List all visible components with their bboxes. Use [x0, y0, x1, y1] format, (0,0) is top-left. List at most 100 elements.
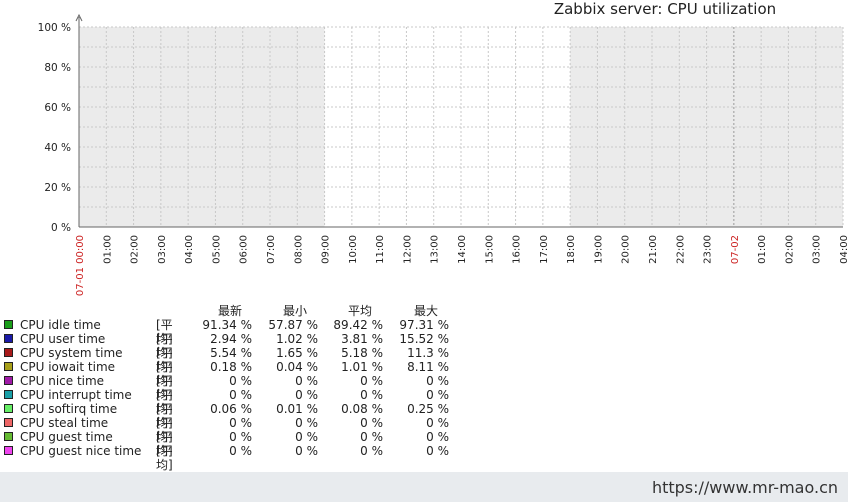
x-tick-label: 22:00: [675, 235, 686, 264]
legend-function: [平均]: [156, 416, 173, 444]
legend-function: [平均]: [156, 430, 173, 458]
legend-min: 0 %: [295, 388, 318, 402]
x-tick-label: 17:00: [539, 235, 550, 264]
x-tick-label: 07-01 00:00: [75, 235, 86, 296]
legend-avg: 0 %: [360, 374, 383, 388]
legend-last: 91.34 %: [202, 318, 252, 332]
x-tick-label: 12:00: [402, 235, 413, 264]
x-tick-label: 02:00: [784, 235, 795, 264]
legend-last: 5.54 %: [210, 346, 252, 360]
legend-max: 0 %: [426, 416, 449, 430]
legend-function: [平均]: [156, 318, 173, 346]
legend-avg: 0 %: [360, 444, 383, 458]
x-tick-label: 23:00: [703, 235, 714, 264]
x-tick-label: 19:00: [593, 235, 604, 264]
y-tick-label: 80 %: [44, 62, 71, 74]
legend-function: [平均]: [156, 402, 173, 430]
legend-series-name: CPU guest nice time: [20, 444, 142, 458]
x-tick-label: 03:00: [812, 235, 823, 264]
legend-max: 11.3 %: [407, 346, 449, 360]
chart-area: 100 % 80 % 60 % 40 % 20 % 0 % 07-01 00:00 01:00…: [38, 0, 848, 296]
legend-series-name: CPU system time: [20, 346, 123, 360]
legend-function: [平均]: [156, 388, 173, 416]
legend-header-min: 最小: [282, 304, 307, 318]
legend-max: 97.31 %: [399, 318, 449, 332]
x-tick-label: 07-02: [730, 235, 741, 264]
legend-avg: 5.18 %: [341, 346, 383, 360]
legend-series-name: CPU nice time: [20, 374, 105, 388]
footer-url: https://www.mr-mao.cn: [651, 478, 838, 497]
legend-swatch: [4, 432, 13, 441]
legend-swatch: [4, 348, 13, 357]
y-tick-label: 0 %: [51, 222, 71, 234]
legend-max: 8.11 %: [407, 360, 449, 374]
legend-max: 0 %: [426, 430, 449, 444]
x-tick-label: 20:00: [621, 235, 632, 264]
legend-series-name: CPU iowait time: [20, 360, 116, 374]
legend-min: 57.87 %: [268, 318, 318, 332]
x-tick-label: 01:00: [757, 235, 768, 264]
x-tick-label: 05:00: [211, 235, 222, 264]
cpu-chart: 100 % 80 % 60 % 40 % 20 % 0 % 07-01 00:00 01:00…: [38, 13, 848, 296]
legend-max: 0 %: [426, 388, 449, 402]
legend-swatch: [4, 418, 13, 427]
legend-function: [平均]: [156, 360, 173, 388]
legend-swatch: [4, 376, 13, 385]
legend-last: 0.18 %: [210, 360, 252, 374]
legend-max: 0 %: [426, 444, 449, 458]
legend-min: 0 %: [295, 444, 318, 458]
x-tick-label: 11:00: [375, 235, 386, 264]
x-tick-label: 18:00: [566, 235, 577, 264]
legend-swatch: [4, 334, 13, 343]
legend-function: [平均]: [156, 332, 173, 360]
x-tick-label: 15:00: [484, 235, 495, 264]
legend-last: 0.06 %: [210, 402, 252, 416]
legend-max: 15.52 %: [399, 332, 449, 346]
legend-avg: 0 %: [360, 416, 383, 430]
legend-avg: 0 %: [360, 388, 383, 402]
legend-last: 0 %: [229, 388, 252, 402]
legend-swatch: [4, 390, 13, 399]
legend-min: 1.02 %: [276, 332, 318, 346]
x-tick-label: 04:00: [839, 235, 848, 264]
chart-title: Zabbix server: CPU utilization: [553, 0, 777, 18]
legend-function: [平均]: [156, 346, 173, 374]
legend-min: 1.65 %: [276, 346, 318, 360]
legend-last: 0 %: [229, 416, 252, 430]
legend-min: 0.04 %: [276, 360, 318, 374]
legend-min: 0 %: [295, 416, 318, 430]
x-tick-label: 04:00: [184, 235, 195, 264]
x-tick-label: 13:00: [430, 235, 441, 264]
legend-series-name: CPU user time: [20, 332, 106, 346]
legend-swatch: [4, 446, 13, 455]
legend-last: 0 %: [229, 374, 252, 388]
legend-series-name: CPU idle time: [20, 318, 101, 332]
legend-series-name: CPU steal time: [20, 416, 109, 430]
legend-header-avg: 平均: [347, 304, 372, 318]
legend-min: 0.01 %: [276, 402, 318, 416]
x-tick-label: 02:00: [130, 235, 141, 264]
legend-series-name: CPU guest time: [20, 430, 113, 444]
legend-avg: 0 %: [360, 430, 383, 444]
legend-avg: 89.42 %: [333, 318, 383, 332]
y-tick-label: 20 %: [44, 182, 71, 194]
legend-function: [平均]: [156, 374, 173, 402]
y-tick-label: 100 %: [38, 22, 71, 34]
legend-function: [平均]: [156, 444, 173, 472]
x-tick-label: 09:00: [321, 235, 332, 264]
x-tick-label: 16:00: [512, 235, 523, 264]
x-tick-label: 08:00: [293, 235, 304, 264]
legend-series-name: CPU interrupt time: [20, 388, 132, 402]
x-tick-label: 03:00: [157, 235, 168, 264]
legend-header-last: 最新: [217, 304, 242, 318]
legend-max: 0.25 %: [407, 402, 449, 416]
x-tick-label: 21:00: [648, 235, 659, 264]
legend-last: 2.94 %: [210, 332, 252, 346]
y-tick-label: 60 %: [44, 102, 71, 114]
legend-max: 0 %: [426, 374, 449, 388]
x-tick-label: 14:00: [457, 235, 468, 264]
legend-min: 0 %: [295, 430, 318, 444]
legend-swatch: [4, 320, 13, 329]
legend-last: 0 %: [229, 444, 252, 458]
legend-series-name: CPU softirq time: [20, 402, 118, 416]
